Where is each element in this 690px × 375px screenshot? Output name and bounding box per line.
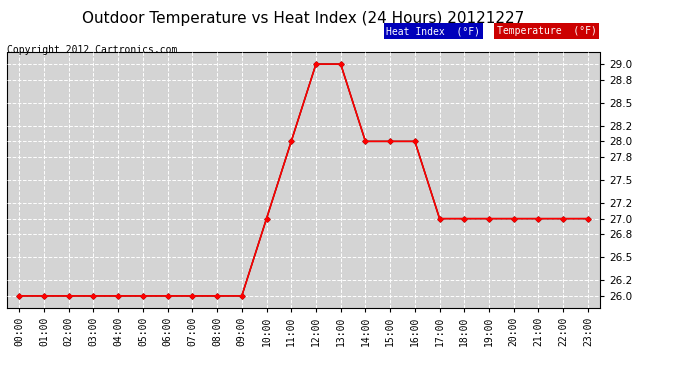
Text: Heat Index  (°F): Heat Index (°F) <box>386 26 480 36</box>
Text: Copyright 2012 Cartronics.com: Copyright 2012 Cartronics.com <box>7 45 177 55</box>
Text: Temperature  (°F): Temperature (°F) <box>497 26 597 36</box>
Text: Outdoor Temperature vs Heat Index (24 Hours) 20121227: Outdoor Temperature vs Heat Index (24 Ho… <box>83 11 524 26</box>
